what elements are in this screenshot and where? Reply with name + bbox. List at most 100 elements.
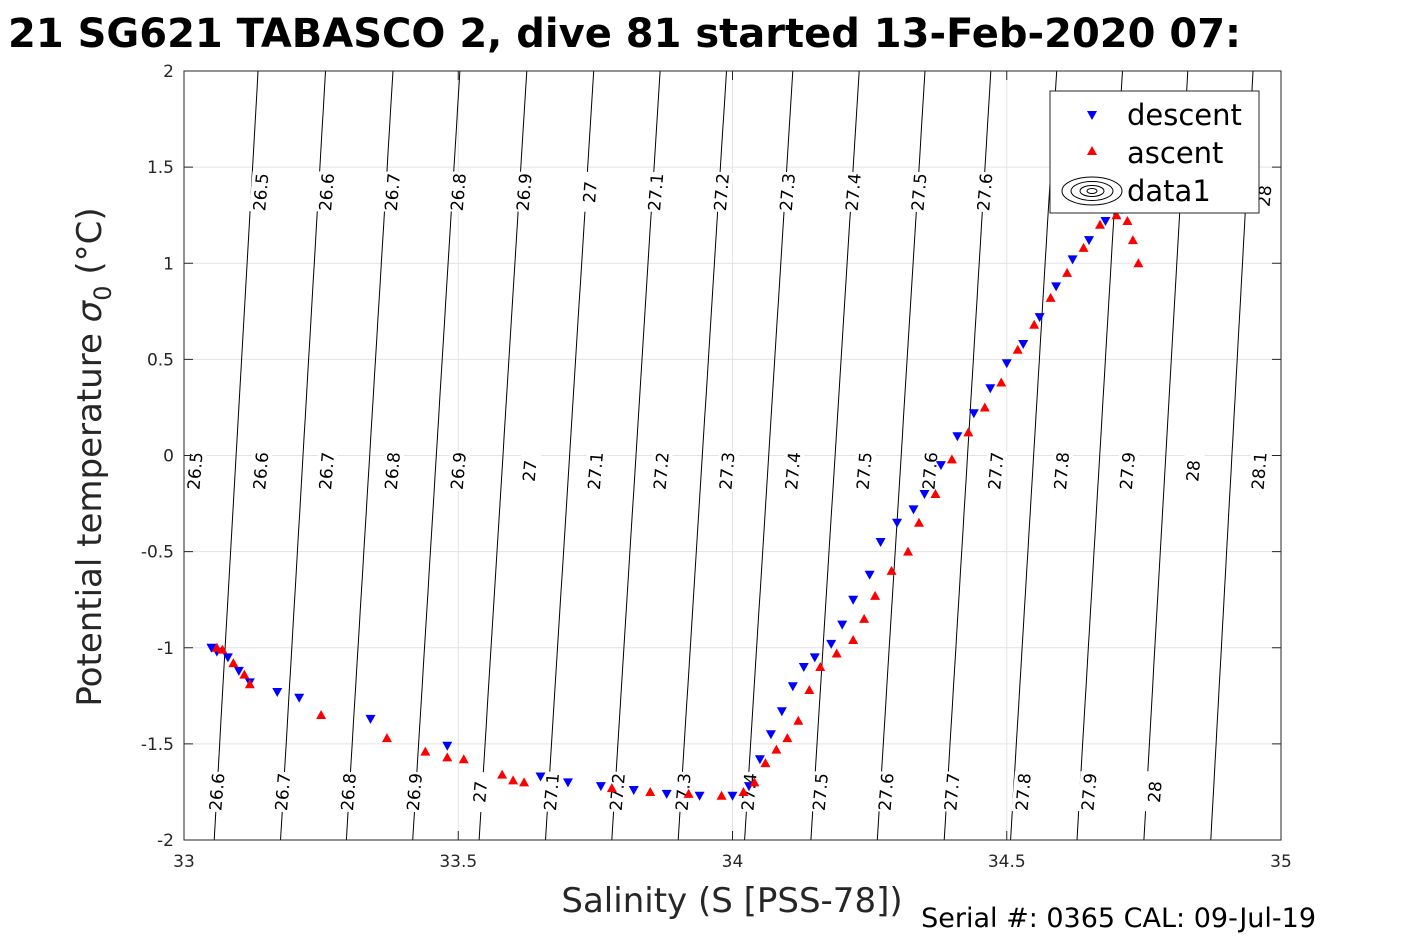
descent-point bbox=[952, 432, 963, 442]
isopycnal-label: 27.2 bbox=[607, 772, 630, 811]
y-tick-label: -1.5 bbox=[141, 735, 174, 755]
isopycnal-label-group: 26.9 bbox=[512, 171, 537, 213]
ascent-point bbox=[381, 733, 392, 743]
descent-point bbox=[892, 518, 903, 528]
ascent-point bbox=[963, 427, 974, 437]
isopycnal-label: 27.6 bbox=[974, 172, 997, 211]
ascent-point bbox=[793, 715, 804, 725]
descent-point bbox=[754, 755, 765, 765]
ascent-point bbox=[886, 565, 897, 575]
ascent-point bbox=[1094, 219, 1105, 229]
isopycnal-label: 27.2 bbox=[651, 451, 674, 490]
isopycnal-label: 28 bbox=[1183, 459, 1205, 482]
descent-point bbox=[694, 791, 705, 801]
y-axis-label-text: Potential temperature bbox=[70, 333, 110, 706]
data-series bbox=[206, 205, 1144, 801]
isopycnal-label-group: 27.6 bbox=[973, 171, 997, 213]
ascent-point bbox=[1122, 215, 1133, 225]
isopycnal-label-group: 26.8 bbox=[380, 450, 405, 492]
descent-point bbox=[595, 782, 606, 792]
isopycnal-label: 26.6 bbox=[250, 451, 273, 490]
descent-point bbox=[765, 730, 776, 740]
isopycnal-label: 27.7 bbox=[985, 451, 1008, 490]
isopycnal-label-group: 27.1 bbox=[539, 771, 564, 813]
ascent-point bbox=[442, 752, 453, 762]
descent-point bbox=[628, 786, 639, 796]
isopycnal-label-group: 27.9 bbox=[1077, 771, 1102, 813]
descent-point bbox=[1100, 216, 1111, 226]
isopycnal-label-bg bbox=[336, 771, 361, 813]
isopycnal-label: 26.9 bbox=[514, 172, 537, 211]
descent-point bbox=[1067, 255, 1078, 265]
descent-point bbox=[1034, 313, 1045, 323]
descent-point bbox=[864, 570, 875, 580]
isopycnal-label-bg bbox=[841, 171, 865, 213]
isopycnal-label-group: 27.6 bbox=[918, 450, 943, 492]
legend-ascent-label: ascent bbox=[1127, 136, 1223, 170]
isopycnal-label-bg bbox=[578, 171, 602, 213]
isopycnal-label: 26.8 bbox=[448, 172, 471, 211]
chart-title: 21 SG621 TABASCO 2, dive 81 started 13-F… bbox=[8, 11, 1241, 57]
isopycnal-label: 27.4 bbox=[782, 451, 805, 490]
isopycnal-label: 26.9 bbox=[448, 451, 471, 490]
isopycnal-label-bg bbox=[644, 171, 668, 213]
isopycnal-label: 26.5 bbox=[250, 172, 273, 211]
isopycnal-label: 27.6 bbox=[876, 772, 899, 811]
isopycnal-label-group: 26.6 bbox=[249, 450, 273, 492]
isopycnal-label-group: 27 bbox=[578, 171, 602, 213]
isopycnal-label-group: 27.8 bbox=[1011, 771, 1036, 813]
isopycnal-label-group: 27 bbox=[468, 771, 492, 813]
isopycnal-label-group: 27.1 bbox=[644, 171, 668, 213]
isopycnal-label-group: 26.6 bbox=[205, 771, 229, 813]
legend-descent-label: descent bbox=[1127, 98, 1242, 132]
isopycnal-label-bg bbox=[1049, 450, 1074, 492]
y-axis-label-symbol: σ bbox=[70, 299, 110, 322]
isopycnal-label-bg bbox=[380, 171, 405, 213]
series-descent bbox=[206, 205, 1127, 801]
isopycnal-line bbox=[1010, 71, 1058, 840]
isopycnal-label-group: 27.3 bbox=[775, 171, 800, 213]
isopycnal-label-group: 27 bbox=[517, 450, 541, 492]
y-tick-label: 2 bbox=[163, 62, 174, 82]
isopycnal-label: 28 bbox=[1145, 780, 1167, 803]
ascent-point bbox=[1111, 210, 1122, 220]
isopycnal-label-bg bbox=[852, 450, 876, 492]
svg-text:Potential temperature σ0 (°C): Potential temperature σ0 (°C) bbox=[70, 207, 117, 706]
isopycnal-label-bg bbox=[249, 171, 273, 213]
x-tick-label: 33.5 bbox=[439, 852, 477, 872]
isopycnal-label-bg bbox=[709, 171, 734, 213]
isopycnal-label: 27.9 bbox=[1078, 772, 1101, 811]
descent-point bbox=[826, 639, 837, 649]
isopycnal-label-group: 27.4 bbox=[841, 171, 866, 213]
isopycnal-label: 27.6 bbox=[919, 451, 942, 490]
isopycnal-label: 27.8 bbox=[1013, 772, 1036, 811]
isopycnal-label-bg bbox=[940, 771, 964, 813]
isopycnal-label-group: 27.7 bbox=[984, 450, 1008, 492]
descent-point bbox=[908, 505, 919, 515]
isopycnal-label: 27 bbox=[470, 780, 492, 803]
isopycnal-label-group: 26.8 bbox=[446, 171, 471, 213]
ascent-point bbox=[244, 679, 255, 689]
isopycnal-label-bg bbox=[649, 450, 673, 492]
legend-descent-marker bbox=[1087, 111, 1097, 120]
isopycnal-label: 27.7 bbox=[941, 772, 964, 811]
descent-point bbox=[776, 707, 787, 717]
legend-data1-marker bbox=[1061, 176, 1123, 206]
serial-cal-footer: Serial #: 0365 CAL: 09-Jul-19 bbox=[921, 903, 1316, 934]
descent-point bbox=[985, 384, 996, 394]
isopycnal-label-bg bbox=[874, 771, 898, 813]
descent-point bbox=[365, 714, 376, 724]
ascent-point bbox=[217, 644, 228, 654]
isopycnal-label: 27.5 bbox=[810, 772, 833, 811]
legend-ascent-marker bbox=[1087, 146, 1097, 155]
descent-point bbox=[848, 595, 859, 605]
isopycnal-label-bg bbox=[918, 450, 942, 492]
ascent-point bbox=[716, 790, 727, 800]
ascent-point bbox=[508, 775, 519, 785]
isopycnal-label-group: 26.5 bbox=[249, 171, 273, 213]
ascent-point bbox=[738, 786, 749, 796]
descent-point bbox=[787, 682, 798, 692]
isopycnal-label: 27.5 bbox=[908, 172, 931, 211]
isopycnal-label-bg bbox=[984, 450, 1008, 492]
